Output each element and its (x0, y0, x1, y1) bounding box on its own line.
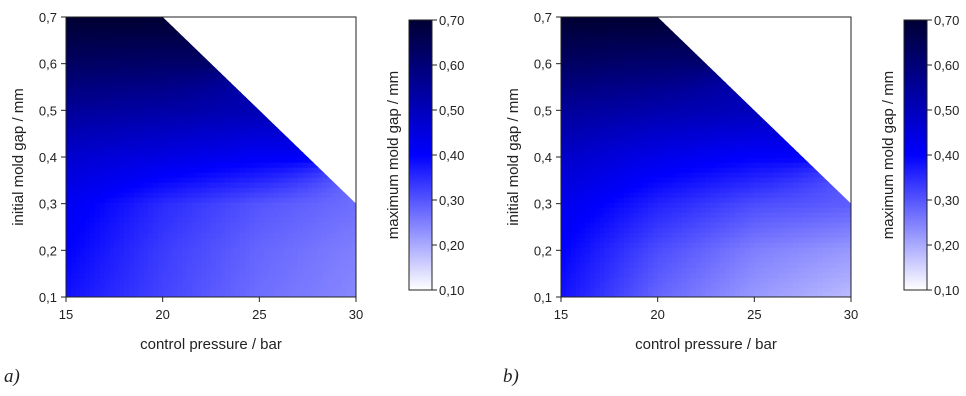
colorbar-tick-label: 0,70 (439, 13, 464, 28)
contour-fill (66, 17, 357, 298)
colorbar-tick-label: 0,70 (934, 13, 959, 28)
colorbar (409, 20, 432, 290)
x-axis-title: control pressure / bar (635, 336, 777, 353)
colorbar-tick-label: 0,60 (934, 58, 959, 73)
y-tick-label: 0,5 (534, 103, 552, 118)
y-tick-label: 0,6 (39, 57, 57, 72)
x-tick-label: 30 (349, 307, 363, 322)
colorbar-tick-label: 0,40 (439, 148, 464, 163)
y-tick-label: 0,2 (39, 243, 57, 258)
colorbar-tick-label: 0,30 (934, 193, 959, 208)
y-axis-title: initial mold gap / mm (505, 88, 522, 226)
contour-fill (561, 17, 852, 298)
y-axis-title: initial mold gap / mm (10, 88, 27, 226)
contour-chart-b: 15 20 25 30 0,1 0,2 0,3 0,4 0,5 0,6 0,7 control pre… (495, 0, 966, 391)
colorbar-tick-label: 0,40 (934, 148, 959, 163)
y-tick-label: 0,1 (39, 290, 57, 305)
y-tick-label: 0,7 (39, 10, 57, 25)
y-tick-label: 0,5 (39, 103, 57, 118)
colorbar-tick-label: 0,60 (439, 58, 464, 73)
x-tick-label: 25 (747, 307, 761, 322)
y-tick-label: 0,4 (534, 150, 552, 165)
y-tick-label: 0,3 (534, 197, 552, 212)
x-tick-label: 25 (252, 307, 266, 322)
colorbar-tick-label: 0,50 (439, 103, 464, 118)
contour-chart-a: 15 20 25 30 0,1 0,2 0,3 0,4 0,5 0,6 0,7 control pre… (0, 0, 483, 391)
y-tick-label: 0,7 (534, 10, 552, 25)
colorbar-tick-label: 0,10 (439, 283, 464, 298)
colorbar (904, 20, 927, 290)
x-tick-label: 15 (59, 307, 73, 322)
panel-label-a: a) (4, 366, 20, 388)
x-axis-title: control pressure / bar (140, 336, 282, 353)
y-tick-label: 0,1 (534, 290, 552, 305)
y-tick-label: 0,3 (39, 197, 57, 212)
colorbar-tick-label: 0,10 (934, 283, 959, 298)
colorbar-tick-label: 0,30 (439, 193, 464, 208)
x-tick-label: 20 (650, 307, 664, 322)
chart-panel-b: 15 20 25 30 0,1 0,2 0,3 0,4 0,5 0,6 0,7 control pre… (495, 0, 966, 391)
colorbar-title: maximum mold gap / mm (880, 71, 897, 239)
y-tick-label: 0,2 (534, 243, 552, 258)
panel-label-b: b) (503, 366, 519, 388)
colorbar-tick-label: 0,50 (934, 103, 959, 118)
y-tick-label: 0,4 (39, 150, 57, 165)
colorbar-tick-label: 0,20 (934, 238, 959, 253)
x-tick-label: 15 (554, 307, 568, 322)
x-tick-label: 20 (155, 307, 169, 322)
x-tick-label: 30 (844, 307, 858, 322)
colorbar-tick-label: 0,20 (439, 238, 464, 253)
y-tick-label: 0,6 (534, 57, 552, 72)
chart-panel-a: 15 20 25 30 0,1 0,2 0,3 0,4 0,5 0,6 0,7 control pre… (0, 0, 483, 391)
colorbar-title: maximum mold gap / mm (385, 71, 402, 239)
